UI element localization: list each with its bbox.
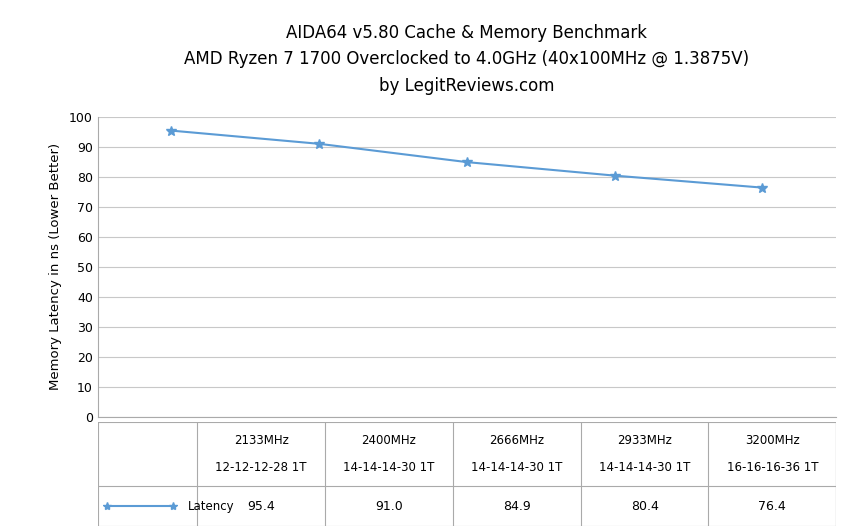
- Y-axis label: Memory Latency in ns (Lower Better): Memory Latency in ns (Lower Better): [49, 143, 62, 390]
- Text: 2933MHz: 2933MHz: [617, 434, 672, 447]
- Text: 16-16-16-36 1T: 16-16-16-36 1T: [727, 461, 818, 474]
- Text: 95.4: 95.4: [247, 500, 275, 512]
- Latency: [314, 141, 324, 147]
- Latency: [757, 184, 767, 191]
- Text: 2400MHz: 2400MHz: [362, 434, 417, 447]
- Line: Latency: Latency: [166, 126, 767, 192]
- Text: Latency: Latency: [188, 500, 234, 512]
- Latency: [610, 173, 620, 179]
- Text: 80.4: 80.4: [631, 500, 659, 512]
- Text: 2133MHz: 2133MHz: [233, 434, 289, 447]
- Text: 3200MHz: 3200MHz: [745, 434, 800, 447]
- Latency: [166, 127, 177, 134]
- Latency: [462, 159, 472, 165]
- Text: AIDA64 v5.80 Cache & Memory Benchmark
AMD Ryzen 7 1700 Overclocked to 4.0GHz (40: AIDA64 v5.80 Cache & Memory Benchmark AM…: [184, 24, 750, 95]
- Text: 14-14-14-30 1T: 14-14-14-30 1T: [471, 461, 563, 474]
- Text: 84.9: 84.9: [503, 500, 531, 512]
- Text: 14-14-14-30 1T: 14-14-14-30 1T: [343, 461, 435, 474]
- Text: 91.0: 91.0: [375, 500, 403, 512]
- Text: 2666MHz: 2666MHz: [489, 434, 544, 447]
- Text: 14-14-14-30 1T: 14-14-14-30 1T: [599, 461, 690, 474]
- Text: 76.4: 76.4: [758, 500, 786, 512]
- Text: 12-12-12-28 1T: 12-12-12-28 1T: [216, 461, 307, 474]
